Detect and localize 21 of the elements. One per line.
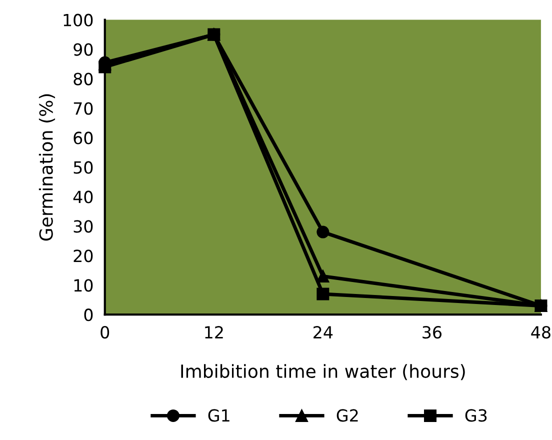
- legend-label: G2: [336, 409, 358, 422]
- y-tick-label: 10: [74, 279, 93, 292]
- y-tick-label: 70: [74, 102, 93, 115]
- x-tick-label: 12: [205, 326, 223, 338]
- x-tick-label: 0: [100, 326, 110, 339]
- y-tick-label: 20: [74, 250, 93, 262]
- x-axis-title: Imbibition time in water (hours): [181, 364, 465, 380]
- y-tick-label: 50: [74, 161, 93, 174]
- legend-label: G1: [208, 409, 230, 422]
- y-tick-label: 80: [74, 72, 93, 86]
- y-tick-label: 0: [84, 308, 93, 322]
- y-tick-label: 60: [74, 132, 93, 144]
- x-tick-label: 36: [422, 326, 442, 339]
- legend-label: G3: [465, 409, 487, 422]
- y-tick-label: 40: [73, 190, 93, 204]
- y-tick-label: 30: [74, 220, 93, 233]
- x-tick-label: 48: [531, 326, 550, 339]
- x-tick-label: 24: [314, 326, 333, 338]
- y-tick-label: 100: [64, 14, 93, 26]
- y-axis-title: Germination (%): [38, 94, 56, 241]
- y-tick-label: 90: [74, 43, 93, 56]
